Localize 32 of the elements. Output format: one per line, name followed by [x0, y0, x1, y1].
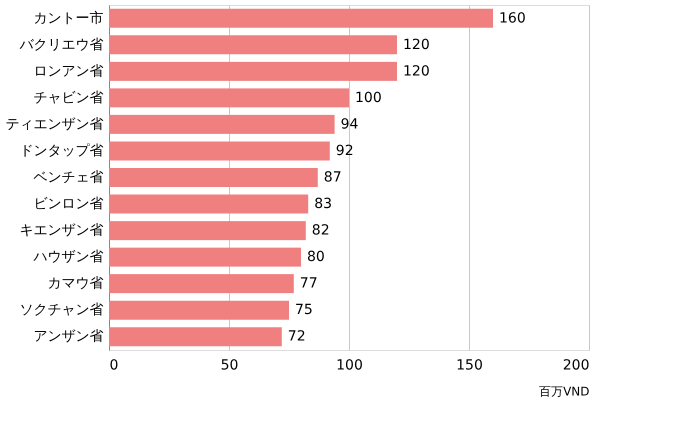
data-label: 75 [295, 302, 313, 318]
data-label: 72 [288, 328, 306, 345]
y-tick-label: チャビン省 [34, 90, 104, 106]
y-tick-label: アンザン省 [34, 328, 104, 345]
y-tick-label: ソクチャン省 [20, 302, 104, 318]
x-tick-label: 150 [456, 358, 483, 374]
data-label: 120 [403, 63, 430, 80]
x-tick-label: 200 [562, 358, 590, 374]
data-label: 94 [340, 116, 359, 132]
x-tick-label: 50 [220, 358, 238, 374]
y-tick-label: ロンアン省 [34, 63, 104, 80]
y-tick-label: カントー市 [34, 10, 104, 26]
y-tick-label: ティエンザン省 [6, 116, 104, 132]
x-tick-label: 0 [110, 358, 118, 374]
y-tick-label: キエンザン省 [20, 222, 104, 239]
data-label: 77 [300, 276, 318, 292]
data-label: 100 [355, 90, 382, 106]
y-tick-label: ハウザン省 [32, 249, 104, 266]
data-label: 120 [403, 36, 430, 53]
y-tick-label: ベンチェ省 [34, 170, 104, 186]
x-axis-title: 百万VND [539, 384, 590, 398]
y-tick-label: ドンタップ省 [20, 142, 104, 159]
data-label: 82 [312, 222, 330, 239]
data-label: 80 [307, 249, 325, 266]
y-tick-label: ビンロン省 [34, 196, 104, 212]
data-label: 92 [336, 142, 354, 159]
data-label: 83 [314, 196, 332, 212]
data-label: 87 [324, 170, 342, 186]
y-tick-label: バクリエウ省 [18, 36, 104, 53]
y-tick-label: カマウ省 [48, 276, 104, 292]
data-label: 160 [499, 10, 526, 26]
x-tick-label: 100 [336, 358, 363, 374]
